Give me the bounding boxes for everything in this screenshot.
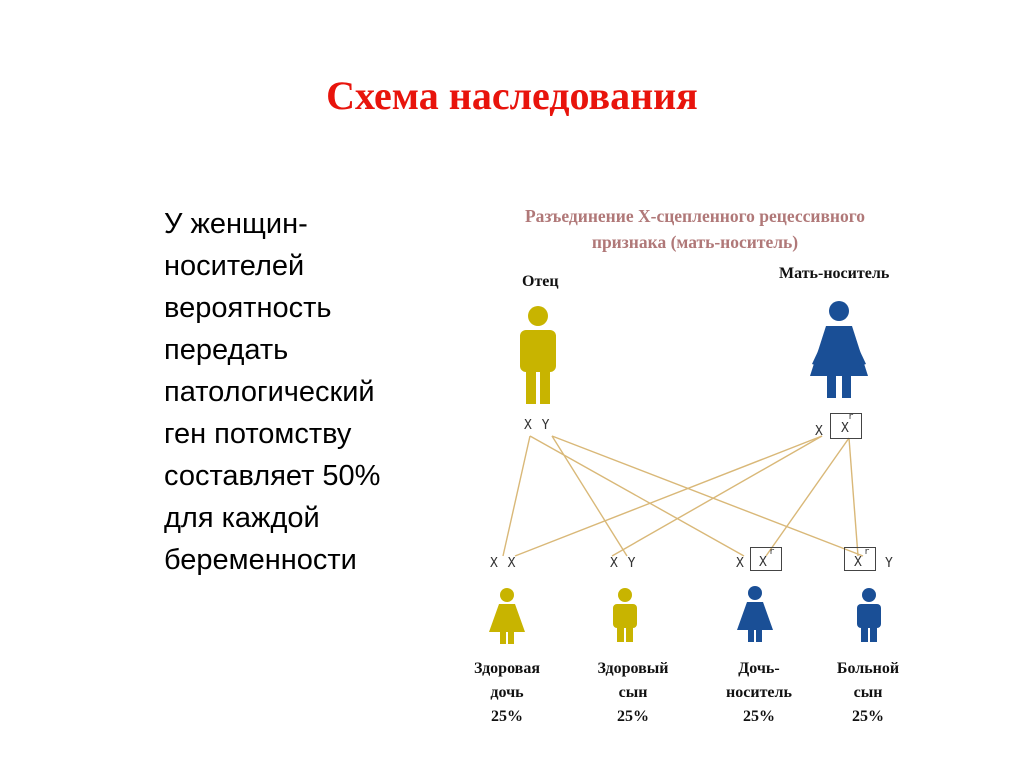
bullet-line: беременности bbox=[164, 544, 357, 576]
line-father-y-son1 bbox=[551, 435, 628, 557]
healthy-son-icon bbox=[613, 588, 637, 642]
child4-name-line2: сын bbox=[853, 684, 883, 701]
child4-genotype-y: Y bbox=[885, 556, 894, 571]
father-genotype: X Y bbox=[524, 418, 551, 433]
carrier-daughter-icon bbox=[737, 586, 773, 642]
child3-gene-marker: r bbox=[769, 547, 776, 557]
child3-name-line1: Дочь- bbox=[738, 660, 780, 677]
child1-genotype: X X bbox=[490, 556, 517, 571]
line-mother-x-son1 bbox=[611, 435, 823, 557]
mother-genotype-xr: X bbox=[841, 421, 850, 436]
child2-name-line2: сын bbox=[618, 684, 648, 701]
child2-genotype: X Y bbox=[610, 556, 637, 571]
child4-name-line1: Больной bbox=[836, 660, 900, 677]
child2-name-line1: Здоровый bbox=[597, 660, 669, 677]
line-father-x-daughter1 bbox=[502, 435, 531, 557]
child4-percent: 25% bbox=[852, 708, 884, 725]
diagram-title-line2: признака (мать-носитель) bbox=[591, 232, 799, 252]
bullet-line: вероятность bbox=[164, 292, 332, 324]
affected-son-icon bbox=[857, 588, 881, 642]
child1-label: Здоровая дочь 25% bbox=[452, 657, 562, 729]
child3-name-line2: носитель bbox=[726, 684, 792, 701]
mother-icon bbox=[810, 301, 868, 398]
bullet-line: передать bbox=[164, 334, 289, 366]
diagram-title-line1: Разъединение X-сцепленного рецессивного bbox=[524, 206, 866, 226]
mother-label: Мать-носитель bbox=[779, 265, 890, 282]
mother-mutant-box: X r bbox=[830, 412, 862, 439]
line-mother-xr-daughter2 bbox=[765, 437, 850, 557]
child3-percent: 25% bbox=[743, 708, 775, 725]
child2-label: Здоровый сын 25% bbox=[578, 657, 688, 729]
child1-name-line2: дочь bbox=[490, 684, 524, 701]
diagram-title: Разъединение X-сцепленного рецессивного … bbox=[460, 203, 930, 255]
child4-genotype-xr: X bbox=[854, 555, 863, 570]
healthy-daughter-icon bbox=[489, 588, 525, 644]
child3-mutant-box: X r bbox=[750, 547, 782, 571]
line-mother-x-daughter1 bbox=[514, 435, 823, 557]
child1-percent: 25% bbox=[491, 708, 523, 725]
bullet-line: носителей bbox=[164, 250, 305, 282]
bullet-line: составляет 50% bbox=[164, 460, 381, 492]
child3-genotype-x: X bbox=[736, 556, 745, 571]
line-mother-xr-son2 bbox=[848, 437, 859, 557]
bullet-line: ген потомству bbox=[164, 418, 352, 450]
line-father-x-daughter2 bbox=[529, 435, 745, 557]
slide-title: Схема наследования bbox=[326, 73, 698, 118]
child3-label: Дочь- носитель 25% bbox=[704, 657, 814, 729]
father-icon bbox=[520, 306, 556, 404]
mother-gene-marker: r bbox=[848, 412, 855, 422]
bullet-line: патологический bbox=[164, 376, 375, 408]
child4-label: Больной сын 25% bbox=[813, 657, 923, 729]
child1-name-line1: Здоровая bbox=[474, 660, 540, 677]
bullet-line: У женщин- bbox=[164, 208, 308, 240]
father-label: Отец bbox=[522, 273, 559, 290]
bullet-text: У женщин- носителей вероятность передать… bbox=[164, 203, 454, 581]
child4-gene-marker: r bbox=[864, 547, 871, 557]
mother-genotype-x: X bbox=[815, 424, 824, 439]
child3-genotype-xr: X bbox=[759, 555, 768, 570]
inheritance-lines bbox=[502, 435, 864, 557]
line-father-y-son2 bbox=[551, 435, 864, 557]
child4-mutant-box: X r bbox=[844, 547, 876, 571]
bullet-line: для каждой bbox=[164, 502, 320, 534]
child2-percent: 25% bbox=[617, 708, 649, 725]
